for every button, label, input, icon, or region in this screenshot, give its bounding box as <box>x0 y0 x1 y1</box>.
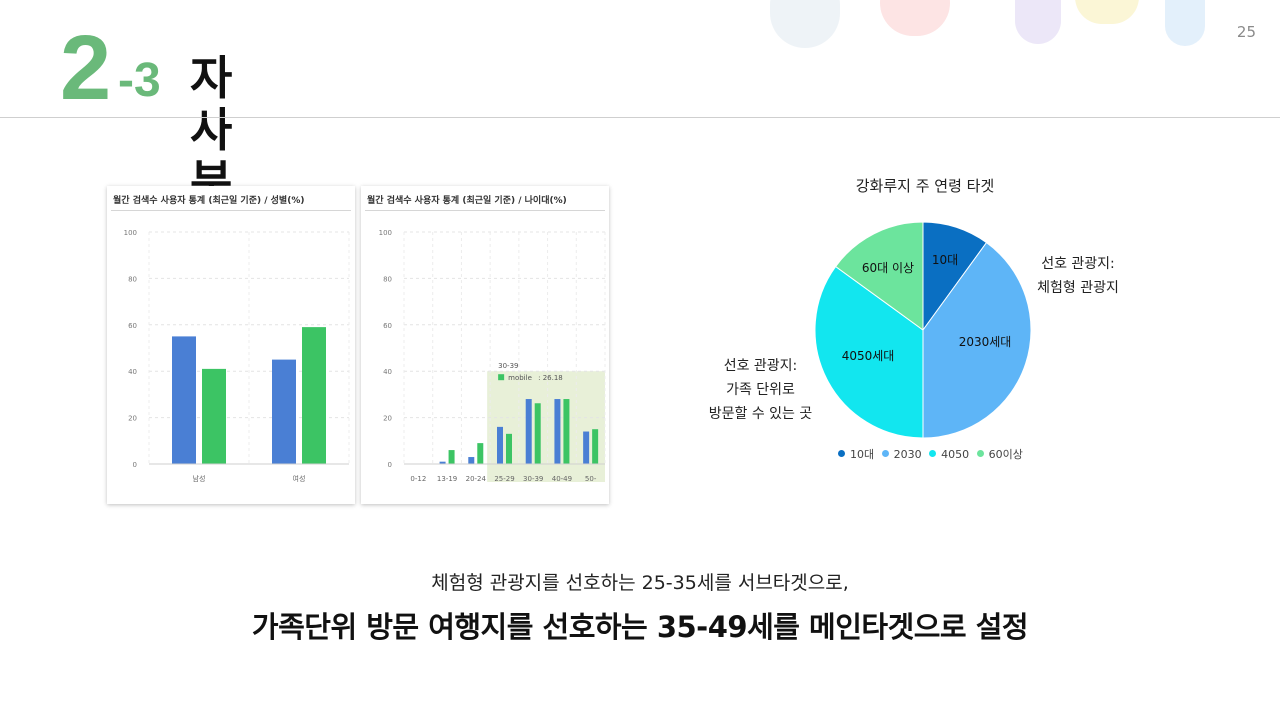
bar <box>506 433 512 464</box>
pie-slice-label: 10대 <box>932 253 958 267</box>
pie-slice <box>834 221 924 331</box>
x-tick-label: 50- <box>585 475 597 483</box>
bar <box>468 457 475 464</box>
legend-label: 4050 <box>941 448 970 461</box>
callout-experience: 선호 관광지: 체험형 관광지 <box>1028 252 1128 300</box>
highlight-region <box>487 371 605 482</box>
callout-line: 가족 단위로 <box>726 382 795 398</box>
tooltip-title: 30-39 <box>498 362 518 370</box>
bar <box>563 399 570 464</box>
gender-chart-title: 월간 검색수 사용자 통계 (최근일 기준) / 성별(%) <box>113 196 305 206</box>
legend-item: 4050 <box>929 448 969 461</box>
legend-item: 60이상 <box>976 446 1023 462</box>
legend-dot <box>929 450 937 457</box>
gender-bar-chart: 0 20 40 60 80 100 남성 여성 <box>124 229 350 483</box>
section-number-minor: -3 <box>118 54 161 107</box>
y-tick-label: 80 <box>383 275 392 283</box>
bar <box>439 461 446 464</box>
pie-slice <box>814 265 924 439</box>
age-bar-chart: 0 20 40 60 80 100 0-12 13-19 20-24 25-29 30-39 40-4… <box>379 229 606 483</box>
y-tick-label: 60 <box>383 322 392 330</box>
x-tick-label: 20-24 <box>466 475 487 483</box>
pie-chart-title: 강화루지 주 연령 타겟 <box>855 177 995 195</box>
title-divider <box>0 117 1280 118</box>
y-tick-label: 100 <box>379 229 392 237</box>
bar <box>497 426 503 464</box>
legend-dot <box>838 450 845 457</box>
bar <box>592 429 599 464</box>
x-tick-label: 0-12 <box>410 475 426 483</box>
legend-item: 10대 <box>838 446 874 462</box>
section-number-major: 2 <box>60 17 111 119</box>
y-tick-label: 0 <box>388 461 392 469</box>
gender-chart-panel: 월간 검색수 사용자 통계 (최근일 기준) / 성별(%) 0 20 40 60 80… <box>107 186 355 504</box>
pie-slice-label: 60대 이상 <box>862 261 914 275</box>
bar <box>554 399 561 464</box>
y-tick-label: 20 <box>383 415 392 423</box>
page-number: 25 <box>1236 23 1256 41</box>
bar <box>583 431 590 464</box>
age-target-pie-chart: 10대 2030세대 4050세대 60대 이상 <box>814 221 1032 439</box>
bar <box>534 403 541 464</box>
x-tick-label: 여성 <box>293 474 306 483</box>
x-tick-label: 30-39 <box>523 475 543 483</box>
tooltip-value: : 26.18 <box>538 374 563 382</box>
x-tick-label: 40-49 <box>552 475 572 483</box>
age-chart-title: 월간 검색수 사용자 통계 (최근일 기준) / 나이대(%) <box>367 196 567 206</box>
pie-legend: 10대 2030 4050 60이상 <box>838 446 1027 462</box>
tooltip-series: mobile <box>508 374 532 382</box>
y-tick-label: 40 <box>128 368 137 376</box>
legend-label: 60이상 <box>988 448 1023 461</box>
summary-sub-target: 체험형 관광지를 선호하는 25-35세를 서브타겟으로, <box>431 572 849 594</box>
bar <box>448 450 455 464</box>
bar <box>525 399 532 464</box>
pie-slice <box>922 241 1032 439</box>
bar <box>172 336 196 464</box>
tooltip-swatch <box>498 374 505 381</box>
x-tick-label: 13-19 <box>437 475 457 483</box>
legend-label: 10대 <box>850 448 875 461</box>
x-tick-label: 25-29 <box>494 475 514 483</box>
callout-line: 선호 관광지: <box>723 358 798 374</box>
bar <box>272 359 296 464</box>
age-chart-panel: 월간 검색수 사용자 통계 (최근일 기준) / 나이대(%) 0 20 40 60 8… <box>361 186 609 504</box>
callout-family: 선호 관광지: 가족 단위로 방문할 수 있는 곳 <box>698 354 823 426</box>
summary-main-target: 가족단위 방문 여행지를 선호하는 35-49세를 메인타겟으로 설정 <box>251 610 1029 644</box>
callout-line: 체험형 관광지 <box>1037 280 1119 296</box>
pie-slice-label: 2030세대 <box>959 335 1012 349</box>
y-tick-label: 40 <box>383 368 392 376</box>
y-tick-label: 60 <box>128 322 137 330</box>
legend-dot <box>976 450 984 457</box>
legend-item: 2030 <box>881 448 922 461</box>
legend-dot <box>881 450 889 457</box>
legend-label: 2030 <box>893 448 922 461</box>
panel-divider <box>111 210 351 211</box>
pie-slice-label: 4050세대 <box>842 349 895 363</box>
y-tick-label: 100 <box>124 229 137 237</box>
x-tick-label: 남성 <box>193 474 206 483</box>
bar <box>202 368 226 464</box>
callout-line: 선호 관광지: <box>1041 256 1115 272</box>
callout-line: 방문할 수 있는 곳 <box>708 406 813 422</box>
bar <box>302 327 326 464</box>
panel-divider <box>365 210 605 211</box>
y-tick-label: 20 <box>128 415 137 423</box>
y-tick-label: 80 <box>128 275 137 283</box>
bar <box>477 443 484 464</box>
y-tick-label: 0 <box>133 461 137 469</box>
